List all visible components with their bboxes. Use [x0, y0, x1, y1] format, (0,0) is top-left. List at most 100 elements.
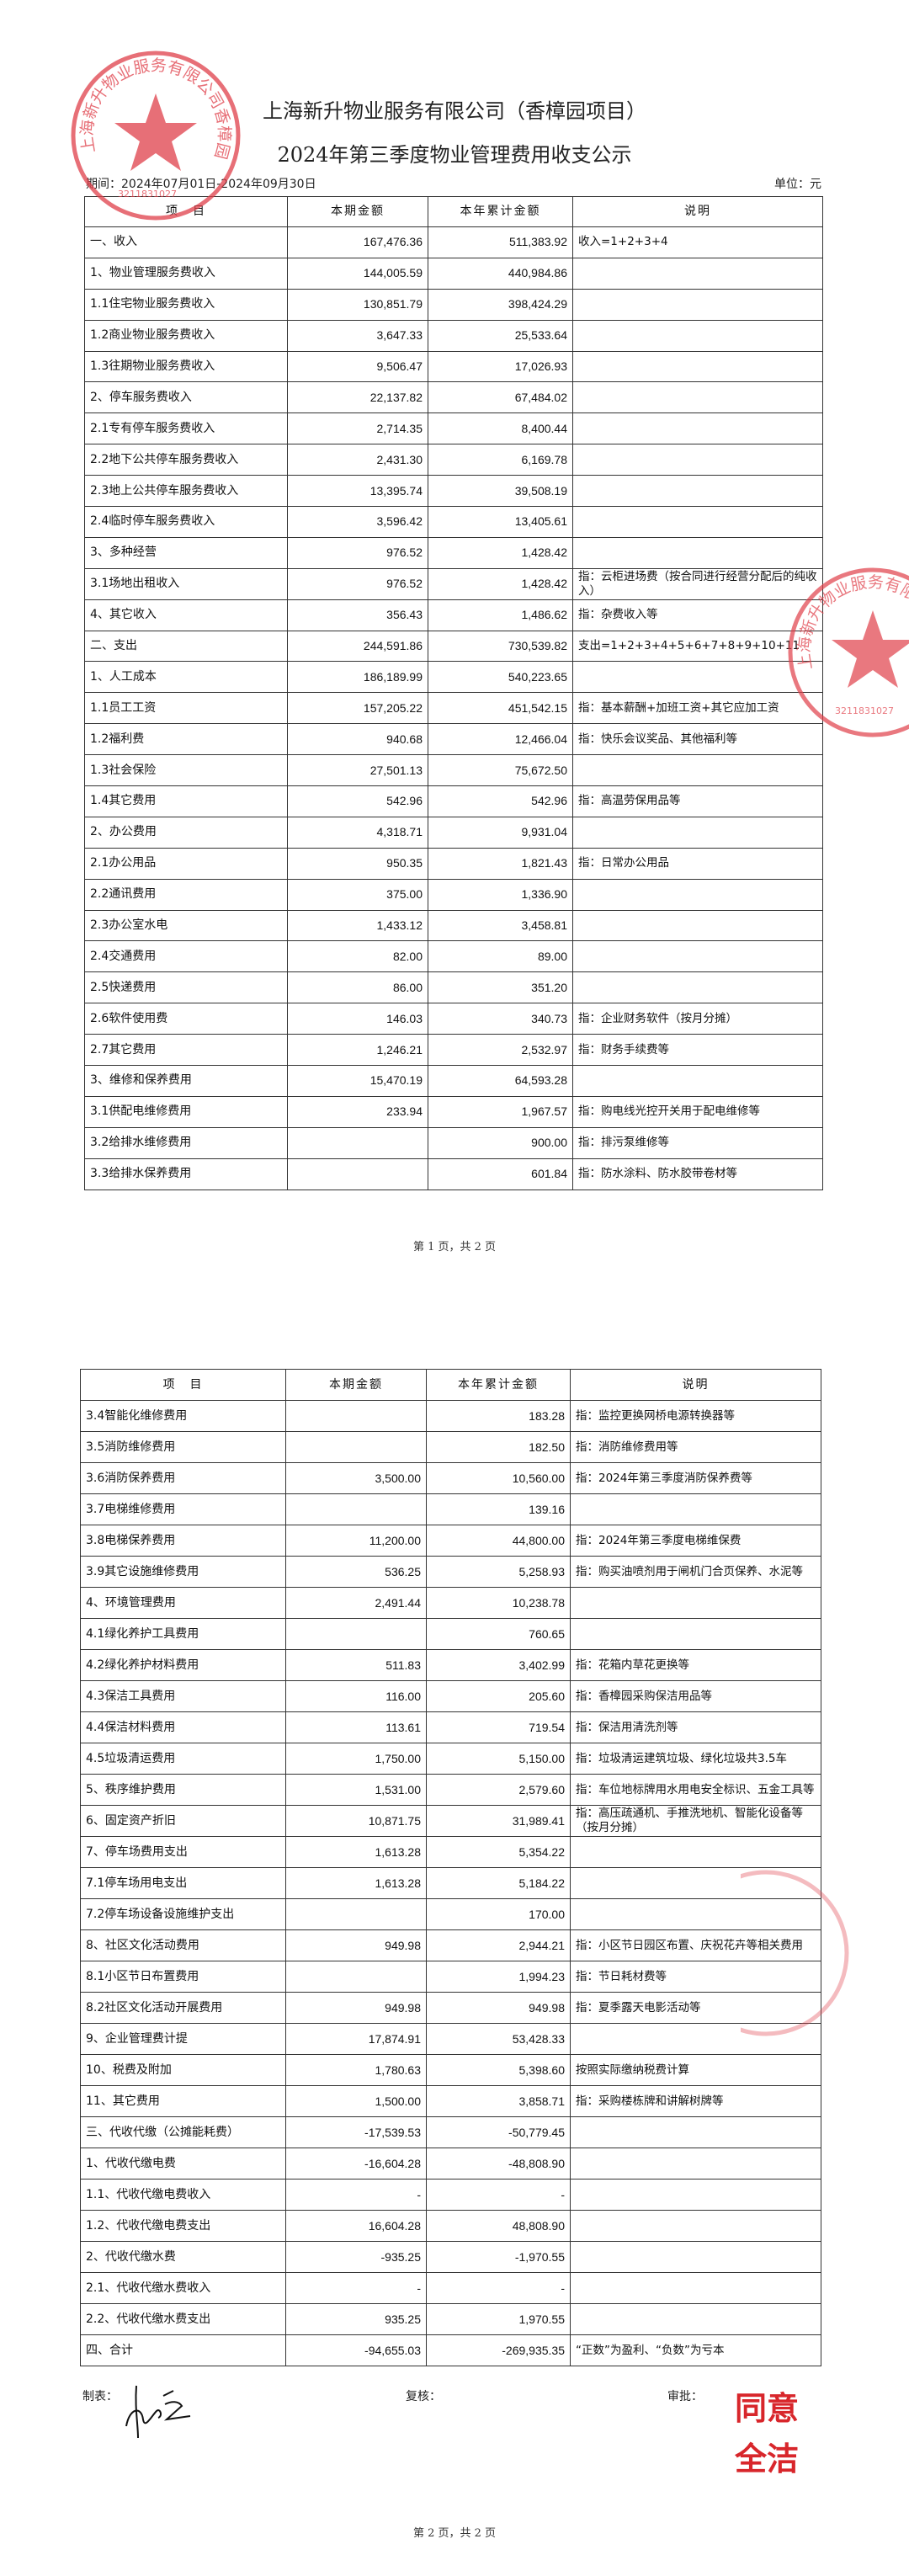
current-amount-cell: 1,433.12: [287, 909, 428, 942]
note-cell: [572, 444, 823, 476]
table-row: 8.2社区文化活动开展费用 949.98 949.98 指：夏季露天电影活动等: [80, 1992, 821, 2024]
ytd-amount-cell: 949.98: [426, 1992, 571, 2024]
ytd-amount-cell: 17,026.93: [428, 350, 573, 383]
table-row: 3.3给排水保养费用 601.84 指：防水涂料、防水胶带卷材等: [84, 1158, 823, 1190]
note-cell: 指：2024年第三季度消防保养费等: [570, 1462, 821, 1494]
svg-text:3211831027: 3211831027: [835, 705, 894, 716]
ytd-amount-cell: 730,539.82: [428, 630, 573, 663]
current-amount-cell: 86.00: [287, 971, 428, 1004]
note-cell: [572, 506, 823, 538]
table-row: 4.1绿化养护工具费用 760.65: [80, 1618, 821, 1650]
note-cell: [572, 940, 823, 973]
current-amount-cell: 233.94: [287, 1095, 428, 1128]
table-row: 3.4智能化维修费用 183.28 指：监控更换网桥电源转换器等: [80, 1400, 821, 1432]
table-row: 1.2、代收代缴电费支出 16,604.28 48,808.90: [80, 2210, 821, 2242]
ytd-amount-cell: 183.28: [426, 1400, 571, 1432]
item-cell: 4、环境管理费用: [80, 1587, 286, 1619]
item-cell: 二、支出: [84, 630, 288, 663]
ytd-amount-cell: 1,428.42: [428, 536, 573, 569]
current-amount-cell: -17,539.53: [285, 2116, 427, 2148]
ytd-amount-cell: 719.54: [426, 1711, 571, 1743]
note-cell: [570, 2272, 821, 2304]
current-amount-cell: 1,246.21: [287, 1034, 428, 1067]
note-cell: 指：排污泵维修等: [572, 1126, 823, 1159]
table-row: 4.3保洁工具费用 116.00 205.60 指：香樟园采购保洁用品等: [80, 1680, 821, 1712]
col-header-item: 项 目: [84, 196, 288, 227]
item-cell: 4.2绿化养护材料费用: [80, 1649, 286, 1681]
table-row: 3.6消防保养费用 3,500.00 10,560.00 指：2024年第三季度消防保…: [80, 1462, 821, 1494]
ytd-amount-cell: 5,398.60: [426, 2054, 571, 2086]
note-cell: 指：花箱内草花更换等: [570, 1649, 821, 1681]
item-cell: 1.2福利费: [84, 723, 288, 756]
ytd-amount-cell: 440,984.86: [428, 257, 573, 290]
ytd-amount-cell: 1,821.43: [428, 847, 573, 880]
page-number-2: 第 2 页，共 2 页: [412, 2527, 497, 2540]
table-row: 4、环境管理费用 2,491.44 10,238.78: [80, 1587, 821, 1619]
ytd-amount-cell: 89.00: [428, 940, 573, 973]
current-amount-cell: 11,200.00: [285, 1525, 427, 1557]
current-amount-cell: 130,851.79: [287, 288, 428, 321]
ytd-amount-cell: 5,184.22: [426, 1867, 571, 1899]
current-amount-cell: [285, 1898, 427, 1930]
table-row: 2.5快递费用 86.00 351.20: [84, 971, 823, 1004]
note-cell: 指：小区节日园区布置、庆祝花卉等相关费用: [570, 1929, 821, 1961]
ytd-amount-cell: 2,532.97: [428, 1034, 573, 1067]
page-number-1: 第 1 页，共 2 页: [412, 1241, 497, 1253]
table-row: 8、社区文化活动费用 949.98 2,944.21 指：小区节日园区布置、庆祝花卉等…: [80, 1929, 821, 1961]
current-amount-cell: 940.68: [287, 723, 428, 756]
table-row: 3.9其它设施维修费用 536.25 5,258.93 指：购买油喷剂用于闸机门合页保…: [80, 1556, 821, 1588]
current-amount-cell: 949.98: [285, 1929, 427, 1961]
current-amount-cell: 1,500.00: [285, 2085, 427, 2117]
note-cell: 指：2024年第三季度电梯维保费: [570, 1525, 821, 1557]
ytd-amount-cell: 10,560.00: [426, 1462, 571, 1494]
item-cell: 2.4交通费用: [84, 940, 288, 973]
ytd-amount-cell: 10,238.78: [426, 1587, 571, 1619]
current-amount-cell: 146.03: [287, 1003, 428, 1035]
item-cell: 3.4智能化维修费用: [80, 1400, 286, 1432]
table-row: 1、物业管理服务费收入 144,005.59 440,984.86: [84, 257, 823, 290]
note-cell: [572, 816, 823, 849]
current-amount-cell: 375.00: [287, 878, 428, 911]
approved-by-label: 审批：: [667, 2390, 703, 2403]
current-amount-cell: 27,501.13: [287, 754, 428, 787]
ytd-amount-cell: 1,967.57: [428, 1095, 573, 1128]
current-amount-cell: 2,491.44: [285, 1587, 427, 1619]
ytd-amount-cell: 8,400.44: [428, 412, 573, 445]
table-row: 3、多种经营 976.52 1,428.42: [84, 536, 823, 569]
table-row: 10、税费及附加 1,780.63 5,398.60 按照实际缴纳税费计算: [80, 2054, 821, 2086]
note-cell: 指：垃圾清运建筑垃圾、绿化垃圾共3.5车: [570, 1743, 821, 1775]
table-row: 2.2、代收代缴水费支出 935.25 1,970.55: [80, 2303, 821, 2335]
note-cell: [572, 475, 823, 508]
note-cell: [572, 1065, 823, 1097]
table-row: 7.1停车场用电支出 1,613.28 5,184.22: [80, 1867, 821, 1899]
current-amount-cell: 13,395.74: [287, 475, 428, 508]
item-cell: 9、企业管理费计提: [80, 2023, 286, 2055]
table-row: 3.5消防维修费用 182.50 指：消防维修费用等: [80, 1431, 821, 1463]
note-cell: 支出=1+2+3+4+5+6+7+8+9+10+11: [572, 630, 823, 663]
note-cell: [570, 1618, 821, 1650]
note-cell: 指：快乐会议奖品、其他福利等: [572, 723, 823, 756]
table-row: 4.2绿化养护材料费用 511.83 3,402.99 指：花箱内草花更换等: [80, 1649, 821, 1681]
current-amount-cell: -: [285, 2179, 427, 2211]
table-row: 2.4交通费用 82.00 89.00: [84, 940, 823, 973]
note-cell: 指：消防维修费用等: [570, 1431, 821, 1463]
ytd-amount-cell: 139.16: [426, 1493, 571, 1525]
table-row: 2.7其它费用 1,246.21 2,532.97 指：财务手续费等: [84, 1034, 823, 1067]
ytd-amount-cell: 1,336.90: [428, 878, 573, 911]
item-cell: 2.2、代收代缴水费支出: [80, 2303, 286, 2335]
item-cell: 2.2通讯费用: [84, 878, 288, 911]
ytd-amount-cell: 540,223.65: [428, 661, 573, 694]
current-amount-cell: -16,604.28: [285, 2148, 427, 2179]
table-row: 1、代收代缴电费 -16,604.28 -48,808.90: [80, 2148, 821, 2179]
ytd-amount-cell: 170.00: [426, 1898, 571, 1930]
ytd-amount-cell: 5,150.00: [426, 1743, 571, 1775]
ytd-amount-cell: 1,428.42: [428, 567, 573, 600]
current-amount-cell: 935.25: [285, 2303, 427, 2335]
table-row: 1.1、代收代缴电费收入 - -: [80, 2179, 821, 2211]
ytd-amount-cell: 1,994.23: [426, 1961, 571, 1993]
note-cell: [572, 909, 823, 942]
ytd-amount-cell: -: [426, 2272, 571, 2304]
report-title: 2024年第三季度物业管理费用收支公示: [277, 143, 632, 167]
statement-table-page1: 项 目 本期金额 本年累计金额 说明 一、收入 167,476.36 511,383…: [84, 196, 823, 1190]
ytd-amount-cell: 340.73: [428, 1003, 573, 1035]
